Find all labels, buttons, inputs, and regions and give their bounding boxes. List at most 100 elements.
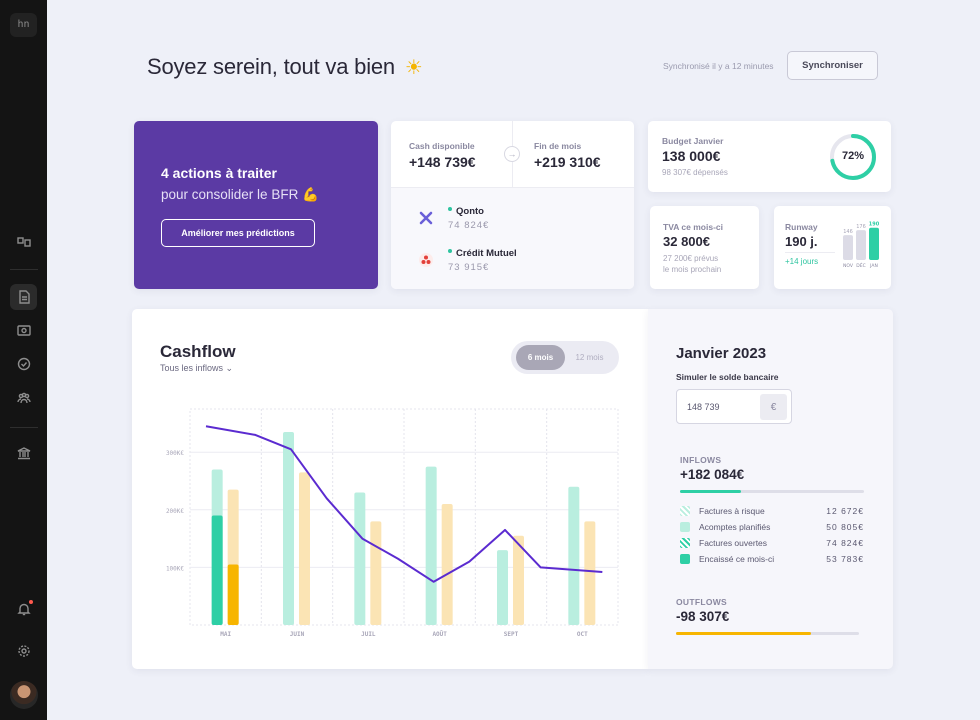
- avatar[interactable]: [10, 681, 38, 709]
- check-circle-icon[interactable]: [12, 352, 36, 376]
- y-tick-label: 200K€: [166, 508, 184, 515]
- bank-amount: 74 824€: [448, 220, 490, 231]
- toggle-6-months[interactable]: 6 mois: [516, 345, 565, 370]
- bar-outflow-planned: [513, 535, 524, 625]
- x-tick-label: SEPT: [504, 631, 519, 638]
- swatch-icon: [680, 554, 690, 564]
- runway-bar-value: 190: [869, 222, 880, 228]
- balance-line: [205, 425, 603, 583]
- arrow-right-icon: →: [504, 146, 520, 162]
- runway-card[interactable]: Runway 190 j. +14 jours 146 NOV 176 DÉC 190 J…: [774, 206, 891, 289]
- bank-icon[interactable]: [12, 441, 36, 465]
- sun-icon: ☀: [404, 57, 423, 79]
- cash-card: Cash disponible +148 739€ → Fin de mois …: [391, 121, 634, 289]
- users-group-icon[interactable]: [12, 230, 36, 254]
- bank-name: Crédit Mutuel: [448, 248, 517, 259]
- notification-dot: [29, 600, 33, 604]
- bar-inflow-planned: [568, 486, 580, 625]
- qonto-logo-icon: [418, 210, 434, 226]
- app-logo[interactable]: hn: [10, 13, 37, 37]
- tva-value: 32 800€: [663, 234, 710, 249]
- inflows-label: INFLOWS: [680, 455, 722, 465]
- tva-card[interactable]: TVA ce mois-ci 32 800€ 27 200€ prévus le…: [650, 206, 759, 289]
- runway-value: 190 j.: [785, 234, 818, 249]
- cash-available-label: Cash disponible: [409, 141, 475, 151]
- month-title: Janvier 2023: [676, 345, 767, 362]
- sidebar-divider: [10, 269, 38, 270]
- bank-amount: 73 915€: [448, 262, 490, 273]
- end-of-month-value: +219 310€: [534, 154, 601, 170]
- end-of-month-label: Fin de mois: [534, 141, 582, 151]
- bank-balance-input[interactable]: 148 739 €: [676, 389, 792, 424]
- chevron-down-icon: ⌄: [225, 363, 234, 373]
- sync-status: Synchronisé il y a 12 minutes: [663, 61, 774, 71]
- budget-progress-ring: [830, 134, 876, 180]
- camera-icon[interactable]: [12, 318, 36, 342]
- tva-next-amount: 27 200€ prévus: [663, 254, 719, 263]
- bank-name: Qonto: [448, 206, 489, 217]
- settings-icon[interactable]: [12, 639, 36, 663]
- legend-item: Factures ouvertes 74 824€: [680, 538, 864, 548]
- sidebar: hn: [0, 0, 47, 720]
- cashflow-card: Cashflow Tous les inflows ⌄ 6 mois 12 mo…: [132, 309, 648, 669]
- bar-outflow-paid: [227, 564, 239, 625]
- bar-outflow-planned: [299, 472, 310, 625]
- inflows-progress: [680, 490, 864, 493]
- document-icon[interactable]: [10, 284, 37, 310]
- bar-inflow-planned: [283, 432, 294, 625]
- legend-item: Factures à risque 12 672€: [680, 506, 864, 516]
- runway-bar: [843, 235, 853, 260]
- runway-bar: [856, 230, 866, 260]
- x-tick-label: JUIL: [361, 631, 376, 638]
- runway-delta: +14 jours: [785, 257, 819, 266]
- bank-row-credit-mutuel[interactable]: Crédit Mutuel 73 915€: [418, 248, 517, 273]
- runway-bar-month: NOV: [843, 263, 854, 269]
- x-tick-label: MAI: [220, 631, 231, 638]
- runway-label: Runway: [785, 222, 818, 232]
- improve-predictions-button[interactable]: Améliorer mes prédictions: [161, 219, 315, 247]
- legend-item: Encaissé ce mois-ci 53 783€: [680, 554, 864, 564]
- x-tick-label: OCT: [577, 631, 588, 638]
- legend-item: Acomptes planifiés 50 805€: [680, 522, 864, 532]
- runway-bar: [869, 227, 879, 260]
- bar-inflow-planned: [354, 492, 366, 625]
- inflows-filter-dropdown[interactable]: Tous les inflows ⌄: [160, 363, 234, 373]
- outflows-progress: [676, 632, 859, 635]
- cashflow-chart: 100K€ 200K€ 300K€ MAI JUIN JUIL AOÛT SEPT OCT: [166, 408, 619, 638]
- budget-percent: 72%: [841, 150, 865, 162]
- team-icon[interactable]: [12, 386, 36, 410]
- inflows-value: +182 084€: [680, 467, 745, 482]
- period-toggle[interactable]: 6 mois 12 mois: [511, 341, 619, 374]
- bar-outflow-planned: [441, 504, 453, 625]
- runway-bar-month: JAN: [869, 263, 878, 269]
- runway-bar-value: 176: [856, 224, 866, 230]
- sidebar-divider: [10, 427, 38, 428]
- budget-card[interactable]: Budget Janvier 138 000€ 98 307€ dépensés…: [648, 121, 891, 192]
- tva-next-label: le mois prochain: [663, 265, 722, 274]
- runway-bar-month: DÉC: [856, 261, 865, 269]
- actions-card: 4 actions à traiter pour consolider le B…: [134, 121, 378, 289]
- cash-available-value: +148 739€: [409, 154, 476, 170]
- bar-outflow-planned: [584, 521, 596, 625]
- bar-inflow-collected: [211, 515, 223, 625]
- bar-outflow-planned: [370, 521, 382, 625]
- hatched-swatch-icon: [680, 506, 690, 516]
- outflows-label: OUTFLOWS: [676, 597, 728, 607]
- x-tick-label: AOÛT: [432, 631, 447, 638]
- bell-icon[interactable]: [12, 597, 36, 621]
- outflows-value: -98 307€: [676, 609, 730, 624]
- simulate-label: Simuler le solde bancaire: [676, 372, 779, 382]
- x-tick-label: JUIN: [290, 631, 305, 638]
- actions-subtitle: pour consolider le BFR 💪: [161, 187, 319, 202]
- bank-row-qonto[interactable]: Qonto 74 824€: [418, 206, 489, 231]
- month-detail-panel: Janvier 2023 Simuler le solde bancaire 1…: [648, 309, 893, 669]
- page-title: Soyez serein, tout va bien ☀: [147, 54, 423, 79]
- sync-button[interactable]: Synchroniser: [787, 51, 878, 80]
- budget-value: 138 000€: [662, 148, 721, 164]
- hatched-swatch-icon: [680, 538, 690, 548]
- toggle-12-months[interactable]: 12 mois: [575, 353, 604, 362]
- budget-label: Budget Janvier: [662, 136, 724, 146]
- bar-inflow-planned: [497, 550, 508, 625]
- runway-bar-value: 146: [843, 229, 853, 235]
- actions-title: 4 actions à traiter: [161, 165, 277, 181]
